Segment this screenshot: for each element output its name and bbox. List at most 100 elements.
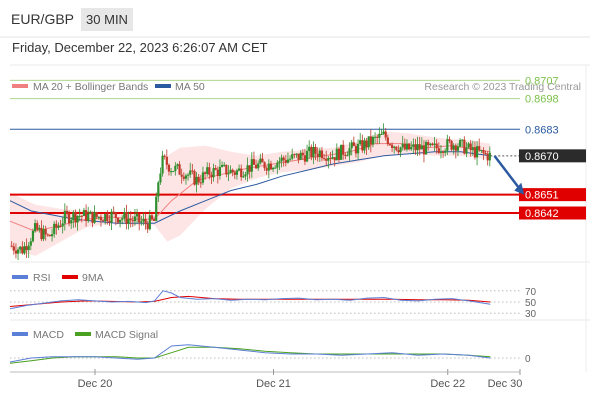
candle-body [74,212,77,223]
candle-body [104,214,107,222]
candle-body [359,140,362,145]
candle-body [97,216,100,218]
candle-body [416,144,419,151]
candle-body [456,146,460,151]
candle-body [433,143,436,145]
candle-body [344,154,347,156]
candle-body [303,155,307,162]
candle-body [206,167,209,174]
candle-body [297,153,300,160]
candle-body [199,182,202,184]
candle-body [55,223,58,228]
candle-body [454,145,457,151]
candle-body [471,147,474,151]
candle-body [144,219,147,224]
candle-body [163,155,166,157]
candle-body [121,218,124,220]
legend-label-macd-signal: MACD Signal [95,329,158,341]
candle-body [21,246,24,254]
candle-body [435,143,438,149]
candle-body [405,143,409,150]
last-price-tag [519,149,586,163]
candle-body [176,164,179,166]
candle-body [61,223,64,227]
candle-body [380,133,383,135]
candle-body [197,176,200,183]
legend-swatch-ma50 [155,84,171,88]
candle-body [276,162,279,168]
candle-body [422,145,426,155]
candle-body [354,146,358,154]
candle-body [159,173,162,183]
candle-body [382,131,385,134]
candle-body [361,140,364,151]
candle-body [67,213,71,224]
candle-body [227,173,230,175]
candle-body [291,154,294,159]
resistance-label: 0.8683 [525,124,559,136]
candle-body [367,136,370,148]
candle-body [40,227,43,240]
candle-body [369,136,372,145]
rsi-ma-line [9,295,491,307]
candle-body [463,139,466,154]
legend-swatch-ma20 [12,84,28,88]
candle-body [233,172,236,175]
candle-body [112,211,115,213]
candle-body [208,167,211,175]
candle-body [152,219,156,221]
candle-body [161,155,164,174]
candle-body [29,241,32,246]
candle-body [458,140,462,147]
candle-body [235,170,239,175]
candle-body [488,152,491,161]
candle-body [252,159,256,165]
candle-body [376,136,379,138]
candle-body [106,214,109,222]
candle-body [131,220,134,222]
candle-body [23,246,26,254]
candle-body [407,143,411,150]
candle-body [395,146,398,151]
candle-body [295,153,298,155]
candle-body [38,227,41,230]
legend-label-ma20: MA 20 + Bollinger Bands [33,81,148,93]
candle-body [363,140,366,151]
candle-body [325,158,328,161]
legend-swatch-rsi-ma [62,275,78,279]
candle-body [365,140,368,148]
candle-body [390,144,394,148]
candle-body [193,170,196,185]
candle-body [278,161,281,163]
candle-body [57,225,60,228]
candle-body [114,212,117,218]
candle-body [352,142,355,147]
candle-body [248,165,251,172]
candle-body [155,196,158,221]
candle-body [265,168,268,171]
candle-body [84,210,88,221]
candle-body [244,174,247,177]
rsi-level-label: 50 [525,298,537,309]
candle-body [293,154,296,156]
candle-body [299,152,302,160]
candle-body [99,216,103,221]
x-tick-label: Dec 20 [78,378,113,390]
candle-body [333,157,336,161]
candle-body [178,164,181,175]
candle-body [329,157,332,159]
candle-body [223,164,226,166]
candle-body [271,167,275,170]
candle-body [373,136,377,138]
candle-body [174,165,177,172]
timeframe-badge[interactable]: 30 MIN [81,8,133,31]
candle-body [482,150,485,154]
candle-body [191,170,194,172]
candle-body [301,152,304,156]
x-tick-label: Dec 21 [256,378,291,390]
candle-body [484,153,487,155]
candle-body [33,223,37,231]
candle-body [46,234,49,236]
candle-body [76,215,79,223]
